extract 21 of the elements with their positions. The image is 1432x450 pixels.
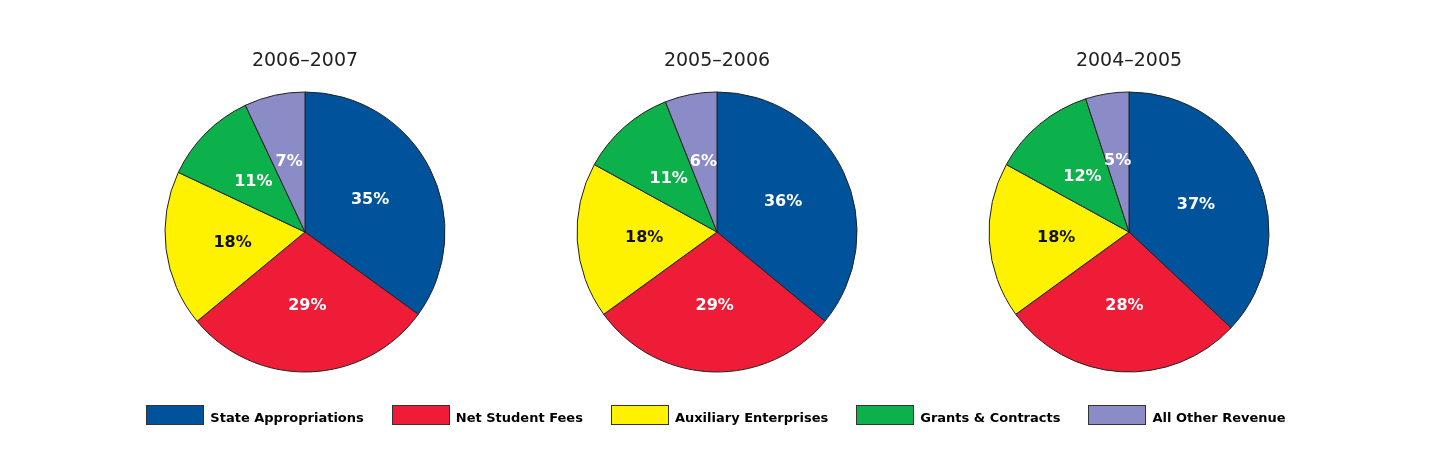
data-label: 18% (1037, 227, 1076, 247)
data-label: 29% (695, 295, 734, 315)
legend-label: All Other Revenue (1152, 410, 1286, 425)
legend-label: State Appropriations (210, 410, 364, 425)
data-label: 35% (350, 189, 390, 209)
data-label: 28% (1105, 295, 1144, 315)
chart-title: 2005–2006 (663, 47, 771, 70)
data-label: 37% (1176, 193, 1216, 213)
data-label: 7% (275, 151, 303, 171)
chart-title: 2004–2005 (1075, 47, 1183, 70)
legend-label: Auxiliary Enterprises (674, 410, 829, 425)
data-label: 18% (213, 231, 252, 251)
data-label: 18% (625, 227, 664, 247)
data-label: 11% (234, 170, 273, 190)
legend-label: Grants & Contracts (920, 410, 1061, 425)
data-label: 11% (649, 167, 688, 187)
data-label: 36% (763, 191, 803, 211)
data-label: 29% (288, 295, 327, 315)
legend-label: Net Student Fees (455, 410, 583, 425)
chart-title: 2006–2007 (251, 47, 359, 70)
data-label: 12% (1063, 166, 1102, 186)
